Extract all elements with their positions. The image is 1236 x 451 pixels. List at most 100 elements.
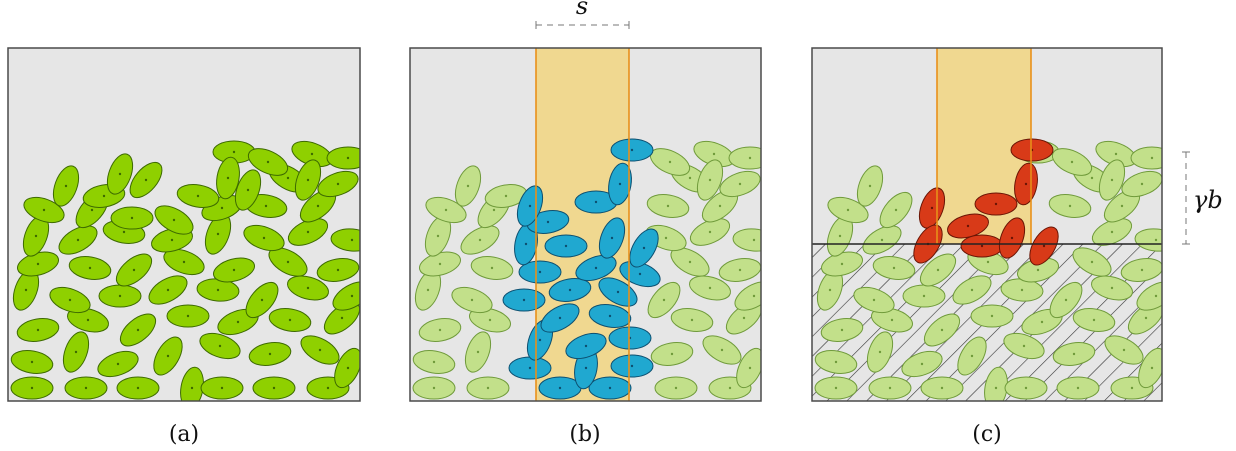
grain-center-dot — [86, 318, 90, 322]
grain-center-dot — [232, 268, 236, 272]
grain — [326, 146, 360, 170]
grain-center-dot — [718, 204, 722, 208]
grain-center-dot — [90, 208, 94, 212]
grain-center-dot — [688, 260, 692, 264]
grain-center-dot — [488, 318, 492, 322]
grain-center-dot — [470, 298, 474, 302]
grain-center-dot — [326, 386, 330, 390]
grain-center-dot — [1090, 260, 1094, 264]
grain-center-dot — [728, 386, 732, 390]
panel-c — [811, 47, 1163, 402]
grain-center-dot — [30, 386, 34, 390]
grain-center-dot — [1020, 288, 1024, 292]
grain-center-dot — [316, 204, 320, 208]
grain-center-dot — [538, 338, 542, 342]
grain-center-dot — [558, 316, 562, 320]
strip-width-label: s — [576, 0, 588, 20]
grain-center-dot — [980, 244, 984, 248]
grain-center-dot — [712, 152, 716, 156]
grain-center-dot — [994, 386, 998, 390]
grain-center-dot — [68, 298, 72, 302]
grain-center-dot — [266, 160, 270, 164]
height-dimension: γb — [1182, 151, 1223, 245]
grain-center-dot — [888, 386, 892, 390]
grain-center-dot — [130, 216, 134, 220]
grain-center-dot — [42, 208, 46, 212]
grain-center-dot — [616, 290, 620, 294]
grain-center-dot — [936, 268, 940, 272]
grain-center-dot — [170, 238, 174, 242]
grain-center-dot — [990, 314, 994, 318]
grain-center-dot — [346, 366, 350, 370]
grain-center-dot — [666, 204, 670, 208]
grain-center-dot — [220, 206, 224, 210]
grain-center-dot — [432, 360, 436, 364]
grain-center-dot — [970, 288, 974, 292]
grain-center-dot — [486, 386, 490, 390]
grain-center-dot — [546, 220, 550, 224]
grain-center-dot — [1114, 152, 1118, 156]
grain-center-dot — [262, 236, 266, 240]
grain-center-dot — [286, 176, 290, 180]
grain-center-dot — [608, 314, 612, 318]
grain-center-dot — [310, 152, 314, 156]
grain-center-dot — [1036, 268, 1040, 272]
grain-center-dot — [336, 268, 340, 272]
grain-center-dot — [286, 260, 290, 264]
grain-center-dot — [674, 386, 678, 390]
panel-c-label: (c) — [972, 422, 1002, 447]
grain-center-dot — [1154, 294, 1158, 298]
grain-center-dot — [1110, 178, 1114, 182]
panel-b-label: (b) — [569, 422, 600, 447]
grain-center-dot — [102, 194, 106, 198]
grain-center-dot — [538, 270, 542, 274]
grain-center-dot — [88, 266, 92, 270]
grain-center-dot — [748, 156, 752, 160]
grain-center-dot — [690, 318, 694, 322]
panel-b-grains — [412, 138, 761, 400]
grain-center-dot — [1042, 244, 1046, 248]
grain-center-dot — [1070, 160, 1074, 164]
grain-center-dot — [752, 294, 756, 298]
grain-center-dot — [144, 178, 148, 182]
grain-center-dot — [564, 244, 568, 248]
panel-a-label: (a) — [169, 422, 199, 447]
grain-center-dot — [436, 234, 440, 238]
grain-center-dot — [894, 208, 898, 212]
grain-center-dot — [618, 182, 622, 186]
panel-a-frame — [7, 47, 361, 402]
grain-center-dot — [306, 286, 310, 290]
grain-center-dot — [748, 366, 752, 370]
grain-center-dot — [890, 318, 894, 322]
grain-center-dot — [438, 328, 442, 332]
grain-center-dot — [1140, 268, 1144, 272]
grain-center-dot — [668, 160, 672, 164]
grain-center-dot — [630, 148, 634, 152]
grain-center-dot — [218, 344, 222, 348]
grain-center-dot — [64, 184, 68, 188]
grain-center-dot — [940, 328, 944, 332]
grain-center-dot — [1072, 352, 1076, 356]
grain-center-dot — [318, 348, 322, 352]
grain-center-dot — [834, 386, 838, 390]
grain-center-dot — [504, 194, 508, 198]
panel-b-frame — [409, 47, 762, 402]
grain — [1130, 146, 1162, 170]
grain-center-dot — [1068, 204, 1072, 208]
grain-center-dot — [752, 238, 756, 242]
grain-center-dot — [524, 242, 528, 246]
grain-center-dot — [688, 176, 692, 180]
grain-center-dot — [970, 354, 974, 358]
grain-center-dot — [528, 204, 532, 208]
grain-center-dot — [878, 350, 882, 354]
panel-a — [7, 47, 361, 402]
grain-center-dot — [664, 236, 668, 240]
grain-center-dot — [306, 230, 310, 234]
grain-center-dot — [36, 262, 40, 266]
grain — [728, 146, 761, 170]
grain-center-dot — [166, 354, 170, 358]
grain-center-dot — [868, 184, 872, 188]
grain-center-dot — [828, 288, 832, 292]
grain-center-dot — [122, 230, 126, 234]
grain-center-dot — [196, 194, 200, 198]
